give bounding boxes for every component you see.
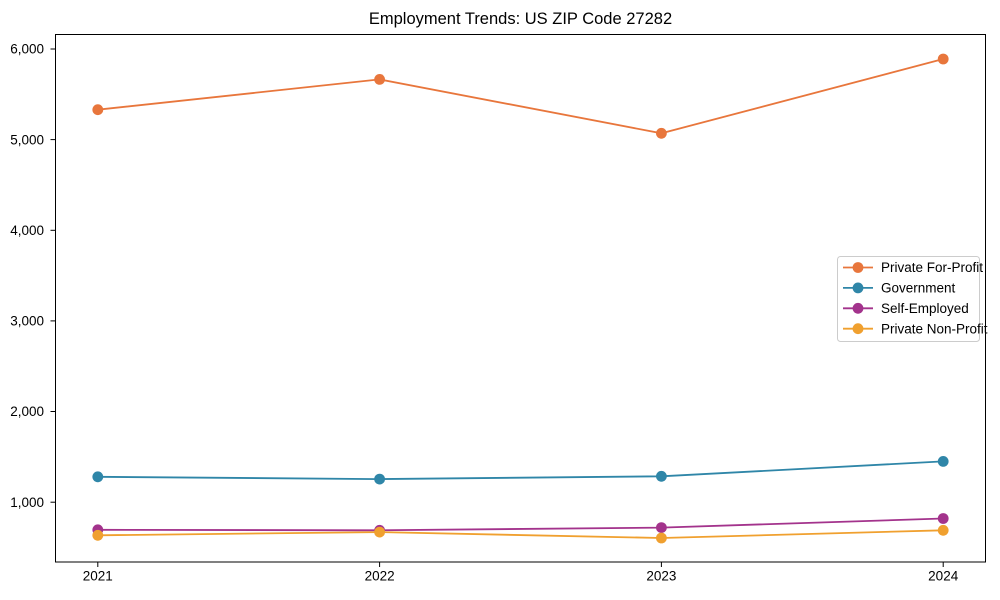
y-axis-tick-label: 5,000 — [10, 132, 44, 147]
x-axis-tick-label: 2024 — [928, 569, 959, 584]
legend-item-private-for-profit: Private For-Profit — [843, 260, 983, 275]
series-line-private-for-profit — [97, 58, 944, 135]
chart-title: Employment Trends: US ZIP Code 27282 — [368, 10, 673, 28]
series-line-self-employed — [97, 517, 944, 532]
legend-marker-dot-private-for-profit — [852, 262, 864, 273]
data-point-marker-government — [374, 473, 385, 485]
data-point-marker-private-non-profit — [374, 526, 385, 538]
legend-item-self-employed: Self-Employed — [843, 301, 969, 316]
series-line-government — [97, 460, 944, 481]
y-axis-tick-label: 6,000 — [10, 42, 44, 57]
y-axis-tick-label: 1,000 — [10, 495, 44, 510]
data-point-marker-private-for-profit — [937, 53, 949, 65]
data-point-marker-government — [656, 470, 667, 482]
y-axis-tick-label: 4,000 — [10, 223, 44, 238]
legend-marker-dot-private-non-profit — [852, 323, 864, 335]
legend-item-government: Government — [843, 281, 956, 296]
y-axis-tick-label: 2,000 — [10, 404, 44, 419]
legend-marker-dot-government — [852, 282, 864, 294]
legend-label-government: Government — [881, 281, 956, 296]
data-point-marker-government — [92, 471, 104, 483]
data-point-marker-private-for-profit — [92, 104, 104, 116]
series-private-non-profit — [92, 524, 949, 544]
series-private-for-profit — [92, 53, 949, 139]
legend-box — [837, 256, 980, 342]
legend-item-private-non-profit: Private Non-Profit — [843, 321, 988, 336]
y-axis-tick-label: 3,000 — [10, 314, 44, 329]
series-government — [92, 456, 949, 485]
x-axis-tick-label: 2021 — [83, 569, 113, 584]
data-point-marker-self-employed — [656, 522, 667, 533]
series-self-employed — [92, 513, 949, 536]
data-point-marker-private-for-profit — [374, 74, 385, 85]
legend-label-private-for-profit: Private For-Profit — [881, 260, 983, 275]
data-point-marker-private-non-profit — [92, 529, 104, 541]
data-point-marker-self-employed — [937, 513, 949, 524]
data-point-marker-private-non-profit — [656, 532, 667, 544]
legend-label-self-employed: Self-Employed — [881, 301, 969, 316]
plot-area-border — [55, 34, 986, 563]
x-axis-tick-label: 2023 — [646, 569, 676, 584]
legend: Private For-Profit Government Self-Employe… — [837, 256, 988, 342]
data-point-marker-private-for-profit — [656, 127, 667, 139]
data-point-marker-private-non-profit — [937, 524, 949, 536]
legend-label-private-non-profit: Private Non-Profit — [881, 321, 988, 336]
legend-marker-dot-self-employed — [852, 302, 864, 314]
data-point-marker-government — [937, 456, 949, 467]
series-line-private-non-profit — [97, 529, 944, 539]
x-axis-tick-label: 2022 — [365, 569, 395, 584]
